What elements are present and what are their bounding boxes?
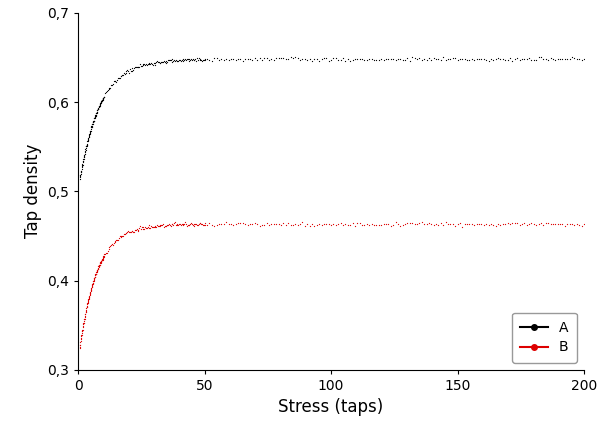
- B: [580, 221, 588, 227]
- A: [85, 131, 93, 136]
- B: [182, 219, 189, 224]
- X-axis label: Stress (taps): Stress (taps): [279, 398, 383, 416]
- A: [76, 177, 83, 182]
- B: [76, 346, 83, 351]
- A: [580, 57, 588, 62]
- B: [230, 222, 237, 227]
- B: [85, 295, 93, 300]
- A: [132, 65, 140, 70]
- A: [318, 56, 325, 61]
- Y-axis label: Tap density: Tap density: [23, 144, 42, 238]
- B: [132, 227, 140, 232]
- B: [318, 223, 325, 228]
- A: [228, 56, 235, 61]
- A: [287, 54, 294, 60]
- A: [323, 56, 330, 61]
- Line: A: A: [78, 56, 585, 181]
- Line: B: B: [78, 221, 585, 350]
- B: [108, 242, 116, 247]
- Legend: A, B: A, B: [512, 312, 577, 363]
- B: [323, 221, 330, 226]
- A: [108, 82, 116, 87]
